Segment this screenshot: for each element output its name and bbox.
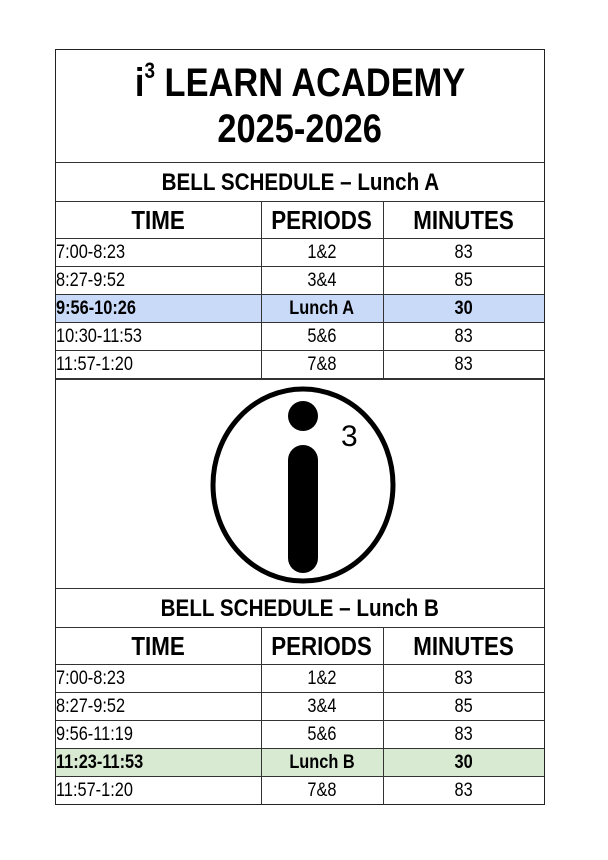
minutes-cell: 83	[454, 354, 473, 375]
title-prefix: i	[134, 61, 145, 105]
periods-cell: 5&6	[307, 724, 337, 745]
time-cell: 7:00-8:23	[56, 242, 126, 263]
school-title: i3 LEARN ACADEMY 2025-2026	[56, 50, 544, 163]
periods-cell: 3&4	[307, 270, 337, 291]
time-cell: 11:23-11:53	[56, 752, 144, 773]
periods-cell: Lunch A	[289, 298, 355, 319]
table-row: 9:56-11:19 5&6 83	[56, 720, 544, 749]
i3-logo-icon: 3	[210, 386, 396, 584]
logo-superscript: 3	[341, 420, 358, 453]
periods-cell: 5&6	[307, 326, 337, 347]
col-time-header: TIME	[56, 628, 262, 665]
time-cell: 11:57-1:20	[56, 780, 133, 801]
time-cell: 9:56-10:26	[56, 298, 136, 319]
time-cell: 8:27-9:52	[56, 270, 126, 291]
periods-cell: 7&8	[307, 780, 337, 801]
time-cell: 8:27-9:52	[56, 696, 126, 717]
col-time-header: TIME	[56, 202, 262, 239]
col-minutes-header: MINUTES	[382, 628, 544, 665]
lunch-row: 9:56-10:26 Lunch A 30	[56, 294, 544, 323]
periods-cell: 1&2	[307, 242, 337, 263]
minutes-cell: 30	[454, 298, 473, 319]
lunch-row: 11:23-11:53 Lunch B 30	[56, 748, 544, 777]
minutes-cell: 83	[454, 242, 473, 263]
col-periods-header: PERIODS	[260, 202, 384, 239]
bell-schedule-sheet: i3 LEARN ACADEMY 2025-2026 BELL SCHEDULE…	[55, 49, 545, 805]
minutes-cell: 83	[454, 326, 473, 347]
periods-cell: Lunch B	[289, 752, 355, 773]
schedule-b-table: TIME PERIODS MINUTES 7:00-8:23 1&2 83 8:27…	[56, 628, 544, 804]
i3-logo: 3	[56, 379, 544, 589]
schedule-a-table: TIME PERIODS MINUTES 7:00-8:23 1&2 83 8:27…	[56, 202, 544, 379]
minutes-cell: 85	[454, 696, 473, 717]
table-row: 8:27-9:52 3&4 85	[56, 692, 544, 721]
minutes-cell: 83	[454, 668, 473, 689]
table-row: 11:57-1:20 7&8 83	[56, 350, 544, 379]
table-row: 10:30-11:53 5&6 83	[56, 322, 544, 351]
minutes-cell: 83	[454, 724, 473, 745]
title-superscript: 3	[144, 58, 155, 83]
minutes-cell: 85	[454, 270, 473, 291]
periods-cell: 1&2	[307, 668, 337, 689]
school-year: 2025-2026	[217, 107, 383, 151]
title-name: LEARN ACADEMY	[164, 61, 466, 105]
periods-cell: 7&8	[307, 354, 337, 375]
table-row: 11:57-1:20 7&8 83	[56, 776, 544, 804]
header-row: TIME PERIODS MINUTES	[56, 202, 544, 239]
table-row: 8:27-9:52 3&4 85	[56, 266, 544, 295]
col-periods-header: PERIODS	[260, 628, 384, 665]
time-cell: 7:00-8:23	[56, 668, 126, 689]
header-row: TIME PERIODS MINUTES	[56, 628, 544, 665]
schedule-a-heading: BELL SCHEDULE – Lunch A	[56, 163, 544, 202]
time-cell: 10:30-11:53	[56, 326, 143, 347]
time-cell: 11:57-1:20	[56, 354, 133, 375]
table-row: 7:00-8:23 1&2 83	[56, 238, 544, 267]
minutes-cell: 83	[454, 780, 473, 801]
col-minutes-header: MINUTES	[382, 202, 544, 239]
minutes-cell: 30	[454, 752, 473, 773]
table-row: 7:00-8:23 1&2 83	[56, 664, 544, 693]
time-cell: 9:56-11:19	[56, 724, 133, 745]
periods-cell: 3&4	[307, 696, 337, 717]
schedule-b-heading: BELL SCHEDULE – Lunch B	[56, 589, 544, 628]
